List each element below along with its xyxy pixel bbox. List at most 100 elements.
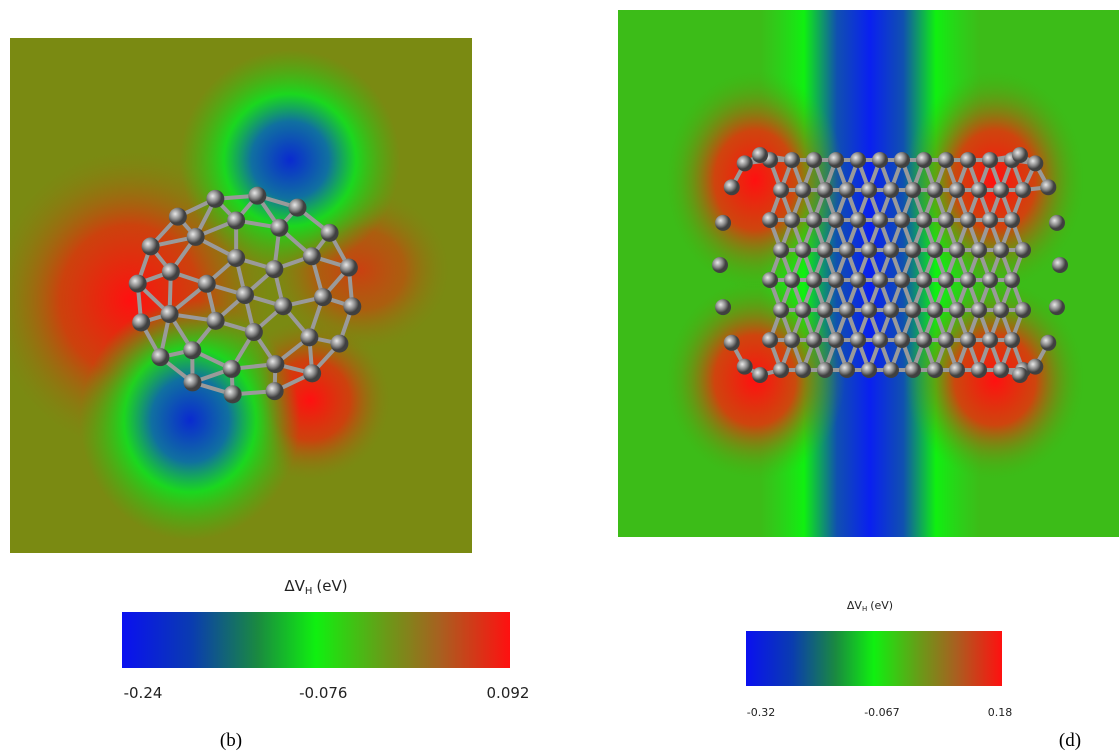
atom	[839, 362, 855, 378]
atom	[314, 288, 332, 306]
atom	[303, 247, 321, 265]
atom	[300, 328, 318, 346]
atom	[1015, 242, 1031, 258]
atom	[817, 362, 833, 378]
atom	[949, 302, 965, 318]
atom	[1040, 179, 1056, 195]
atom	[227, 249, 245, 267]
atom	[806, 212, 822, 228]
atom	[916, 152, 932, 168]
atom	[1012, 147, 1028, 163]
atom	[828, 212, 844, 228]
atom	[938, 332, 954, 348]
atom	[905, 182, 921, 198]
atom	[752, 147, 768, 163]
atom	[982, 332, 998, 348]
atom	[949, 242, 965, 258]
atom	[1040, 335, 1056, 351]
atom	[872, 212, 888, 228]
atom	[894, 212, 910, 228]
atom	[795, 362, 811, 378]
atom	[938, 152, 954, 168]
atom	[132, 313, 150, 331]
atom	[828, 152, 844, 168]
atom	[223, 360, 241, 378]
atom	[916, 212, 932, 228]
atom	[1012, 367, 1028, 383]
atom	[993, 182, 1009, 198]
colorbar-title: ΔVH(eV)	[284, 577, 347, 597]
atom	[960, 212, 976, 228]
atom	[982, 152, 998, 168]
atom	[971, 302, 987, 318]
atom	[248, 187, 266, 205]
atom	[784, 152, 800, 168]
atom	[773, 242, 789, 258]
atom	[1052, 257, 1068, 273]
atom	[861, 362, 877, 378]
atom	[183, 341, 201, 359]
atom	[1027, 155, 1043, 171]
atom	[806, 152, 822, 168]
panel-label: (d)	[1059, 730, 1081, 751]
atom	[266, 355, 284, 373]
atom	[187, 228, 205, 246]
atom	[752, 367, 768, 383]
colorbar	[746, 631, 1002, 686]
atom	[894, 152, 910, 168]
atom	[982, 212, 998, 228]
figure: ΔVH(eV) ΔVH(eV) (b) (d) -0.24-0.0760.092…	[0, 0, 1119, 753]
atom	[198, 275, 216, 293]
atom	[883, 182, 899, 198]
atom	[737, 359, 753, 375]
atom	[266, 382, 284, 400]
atom	[784, 212, 800, 228]
atom	[960, 272, 976, 288]
atom	[169, 208, 187, 226]
atom	[839, 242, 855, 258]
atom	[861, 302, 877, 318]
colorbar-tick-label: -0.076	[299, 684, 347, 702]
atom	[773, 302, 789, 318]
atom	[1004, 212, 1020, 228]
atom	[715, 299, 731, 315]
atom	[795, 182, 811, 198]
atom	[806, 332, 822, 348]
atom	[993, 242, 1009, 258]
atom	[927, 302, 943, 318]
atom	[343, 297, 361, 315]
atom	[916, 332, 932, 348]
colorbar-tick-label: -0.067	[864, 706, 899, 719]
atom	[872, 272, 888, 288]
panel-label: (b)	[220, 730, 242, 751]
atom	[938, 272, 954, 288]
colorbar-title: ΔVH(eV)	[847, 599, 893, 613]
atom	[1049, 215, 1065, 231]
atom	[303, 364, 321, 382]
atom	[861, 182, 877, 198]
atom	[227, 211, 245, 229]
atom	[971, 182, 987, 198]
atom	[993, 362, 1009, 378]
atom	[927, 182, 943, 198]
atom	[762, 272, 778, 288]
atom	[1027, 359, 1043, 375]
atom	[795, 302, 811, 318]
atom	[938, 212, 954, 228]
atom	[872, 332, 888, 348]
atom	[224, 385, 242, 403]
atom	[916, 272, 932, 288]
atom	[817, 302, 833, 318]
atom	[839, 182, 855, 198]
atom	[839, 302, 855, 318]
atom	[330, 335, 348, 353]
atom	[850, 332, 866, 348]
colorbar-tick-label: -0.24	[124, 684, 163, 702]
atom	[806, 272, 822, 288]
atom	[274, 297, 292, 315]
atom	[817, 182, 833, 198]
atom	[894, 332, 910, 348]
potential-map-b	[0, 38, 472, 553]
atom	[905, 242, 921, 258]
colorbar-tick-label: 0.18	[988, 706, 1013, 719]
